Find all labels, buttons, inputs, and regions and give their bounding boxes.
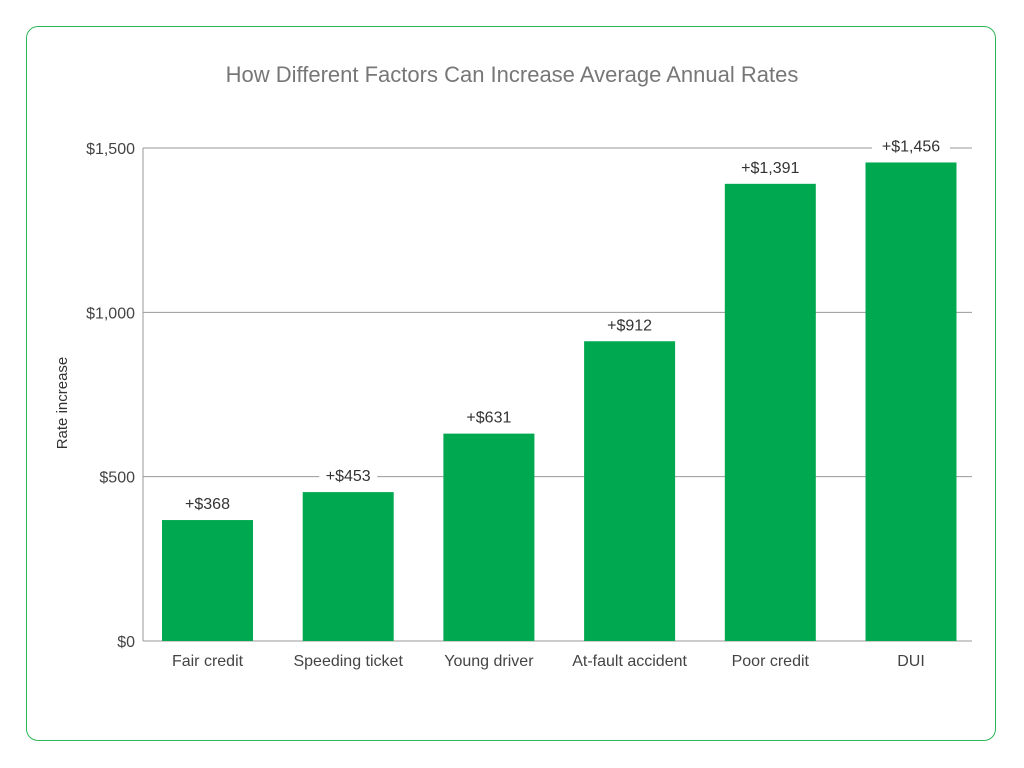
chart-card bbox=[26, 26, 996, 741]
data-label-background bbox=[178, 492, 237, 515]
x-tick-label: Poor credit bbox=[732, 653, 810, 670]
data-label: +$1,456 bbox=[882, 138, 940, 155]
y-tick-label: $0 bbox=[117, 634, 135, 651]
data-label: +$631 bbox=[466, 410, 511, 427]
bar bbox=[865, 162, 957, 641]
data-label: +$453 bbox=[326, 468, 371, 485]
data-label: +$1,391 bbox=[741, 160, 799, 177]
bar bbox=[443, 433, 535, 641]
bar bbox=[724, 183, 816, 642]
y-axis-label: Rate increase bbox=[54, 357, 71, 450]
data-label-background bbox=[731, 155, 810, 178]
data-label-background bbox=[459, 405, 518, 428]
y-tick-label: $1,000 bbox=[86, 305, 135, 322]
bar bbox=[302, 492, 394, 641]
x-tick-label: At-fault accident bbox=[572, 653, 687, 670]
x-tick-label: Young driver bbox=[444, 653, 534, 670]
data-label: +$368 bbox=[185, 496, 230, 513]
x-tick-label: DUI bbox=[897, 653, 925, 670]
bar bbox=[162, 520, 253, 641]
data-label-background bbox=[319, 464, 378, 487]
y-tick-label: $1,500 bbox=[86, 141, 135, 158]
chart-title: How Different Factors Can Increase Avera… bbox=[225, 62, 799, 87]
x-tick-label: Speeding ticket bbox=[293, 653, 403, 670]
y-tick-label: $500 bbox=[99, 470, 135, 487]
bar bbox=[584, 341, 676, 641]
x-tick-label: Fair credit bbox=[172, 653, 244, 670]
data-label-background bbox=[600, 313, 659, 336]
data-label: +$912 bbox=[607, 317, 652, 334]
data-label-background bbox=[872, 134, 950, 157]
